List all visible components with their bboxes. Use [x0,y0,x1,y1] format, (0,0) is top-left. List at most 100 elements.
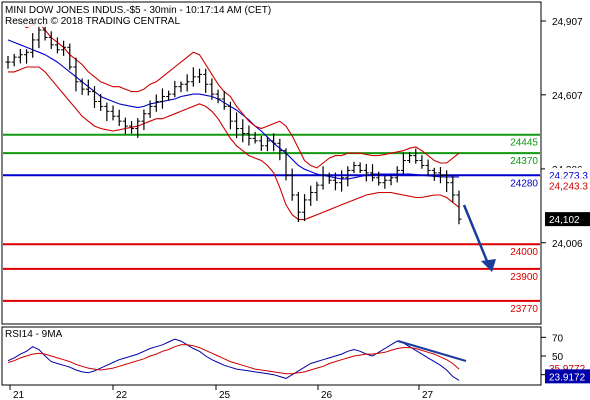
ohlc-bar [363,163,369,182]
level-label: 24370 [510,156,538,167]
chart-title: MINI DOW JONES INDUS.-$5 - 30min - 10:17… [5,5,271,16]
ohlc-bar [339,170,345,192]
level-label: 24000 [510,247,538,258]
ohlc-bar [197,68,203,83]
ohlc-bar [277,138,283,161]
ohlc-bar [376,171,382,186]
ohlc-bar [147,100,153,118]
ohlc-bar [456,190,462,225]
level-label: 24445 [510,138,538,149]
ohlc-bar [98,94,104,111]
ohlc-bar [264,136,270,152]
ohlc-bar [332,172,338,191]
ohlc-bar [370,164,376,182]
time-tick-label: 25 [219,390,231,400]
ohlc-bar [209,78,215,100]
ohlc-bar [240,119,246,143]
ohlc-bar [357,162,363,174]
ohlc-bar [295,191,301,223]
ohlc-bar [122,117,128,135]
ohlc-bar [271,133,277,152]
ohlc-bar [215,89,221,104]
ohlc-bar [444,170,450,193]
ohlc-bar [413,148,419,164]
ohlc-bar [61,40,67,56]
ohlc-bar [431,167,437,181]
rsi-layer [7,338,460,381]
ohlc-bar [221,91,227,110]
ohlc-bar [24,49,30,64]
ohlc-bar [314,181,320,201]
price-tick-label: 24,907 [552,17,583,28]
ohlc-bar [104,102,110,122]
ohlc-bar [110,105,116,121]
svg-text:24,102: 24,102 [549,215,580,226]
ohlc-bar [382,175,388,189]
ohlc-bar [394,166,400,183]
ohlc-bar [308,185,314,206]
ohlc-bar [258,135,264,151]
ohlc-bar [400,152,406,174]
rsi-tick-label: 70 [552,333,564,344]
ohlc-bar [320,166,326,190]
ohlc-bar [166,90,172,101]
svg-text:24,273.3: 24,273.3 [549,171,588,182]
ohlc-bar [67,43,73,70]
ohlc-bar [252,131,258,144]
time-axis: 21 22 25 26 27 [9,385,434,400]
ohlc-bar [425,159,431,176]
rsi-divergence-line [397,340,467,362]
rsi-title: RSI14 - 9MA [5,329,63,340]
ohlc-bar [129,121,135,134]
rsi-series-rsi14 [7,338,460,381]
ohlc-bar [190,67,196,87]
ohlc-bar [54,37,60,54]
svg-text:23.9172: 23.9172 [549,372,586,383]
time-tick-label: 27 [422,390,434,400]
ohlc-bar [17,48,23,64]
bollinger-upper-line [7,19,460,169]
ohlc-bar [227,101,233,130]
ohlc-bar [48,31,54,50]
ohlc-bar [283,148,289,181]
level-lines: 24445 24370 24280 24000 23900 23770 [3,133,540,315]
ohlc-bar [326,172,332,184]
ohlc-bar [178,81,184,93]
ohlc-bar [5,55,11,69]
rsi-panel-frame [1,326,542,386]
ohlc-bar [234,112,240,139]
ohlc-bar [141,109,147,131]
ohlc-bar [159,88,165,109]
rsi-series-9ma [7,344,460,375]
level-label: 23770 [510,304,538,315]
ohlc-bar [419,155,425,169]
rsi-tick-label: 50 [552,352,564,363]
ohlc-bar [345,166,351,187]
price-layer [5,19,462,225]
ohlc-bar [36,25,42,49]
forecast-arrow [462,204,496,272]
level-label: 24280 [510,178,538,189]
time-tick-label: 21 [13,390,25,400]
ohlc-bar [172,80,178,98]
moving-average-line [7,39,459,180]
ohlc-bar [289,168,295,201]
price-tick-label: 24,607 [552,91,583,102]
ohlc-bar [203,68,209,93]
ohlc-bar [302,194,308,222]
time-tick-label: 26 [321,390,333,400]
ohlc-bar [388,174,394,186]
value-tag: 23.9172 [545,369,590,384]
ohlc-bar [116,109,122,127]
ohlc-bar [450,174,456,203]
ohlc-bar [11,53,17,67]
ohlc-bar [351,161,357,174]
ohlc-bar [73,57,79,92]
ohlc-bar [153,94,159,112]
ohlc-bar [91,86,97,108]
svg-text:24,243.3: 24,243.3 [549,181,588,192]
time-tick-label: 22 [116,390,128,400]
price-tick-label: 24,006 [552,239,583,250]
price-panel-frame [1,1,542,325]
bollinger-lower-line [8,66,460,221]
